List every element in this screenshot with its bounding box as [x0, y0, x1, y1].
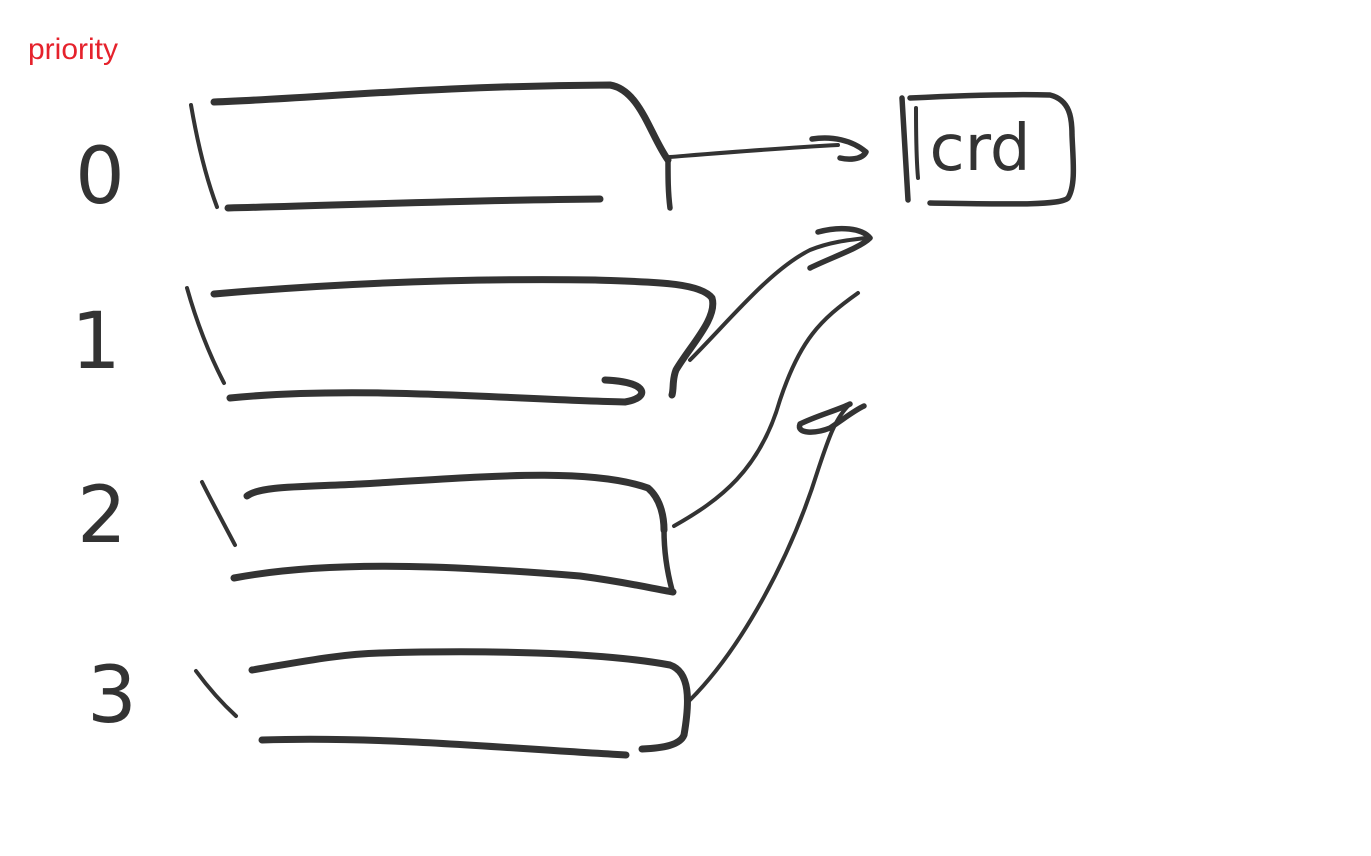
priority-label-1: 1 [71, 297, 121, 387]
queue-bar-2 [200, 471, 677, 596]
connector-1 [688, 225, 873, 362]
priority-label-0: 0 [75, 132, 125, 222]
connector-0 [668, 135, 869, 162]
target-box: crd [899, 91, 1077, 207]
priority-label-3: 3 [87, 651, 137, 741]
connector-2 [672, 291, 860, 528]
queue-bar-3 [194, 648, 691, 759]
diagram-heading: priority [28, 33, 119, 66]
target-box-label: crd [930, 112, 1031, 186]
priority-label-2: 2 [77, 471, 127, 561]
queue-bar-0 [189, 81, 673, 212]
priority-labels: 0 1 2 3 [71, 132, 137, 741]
queue-bar-1 [185, 276, 717, 406]
connector-3 [688, 401, 867, 702]
